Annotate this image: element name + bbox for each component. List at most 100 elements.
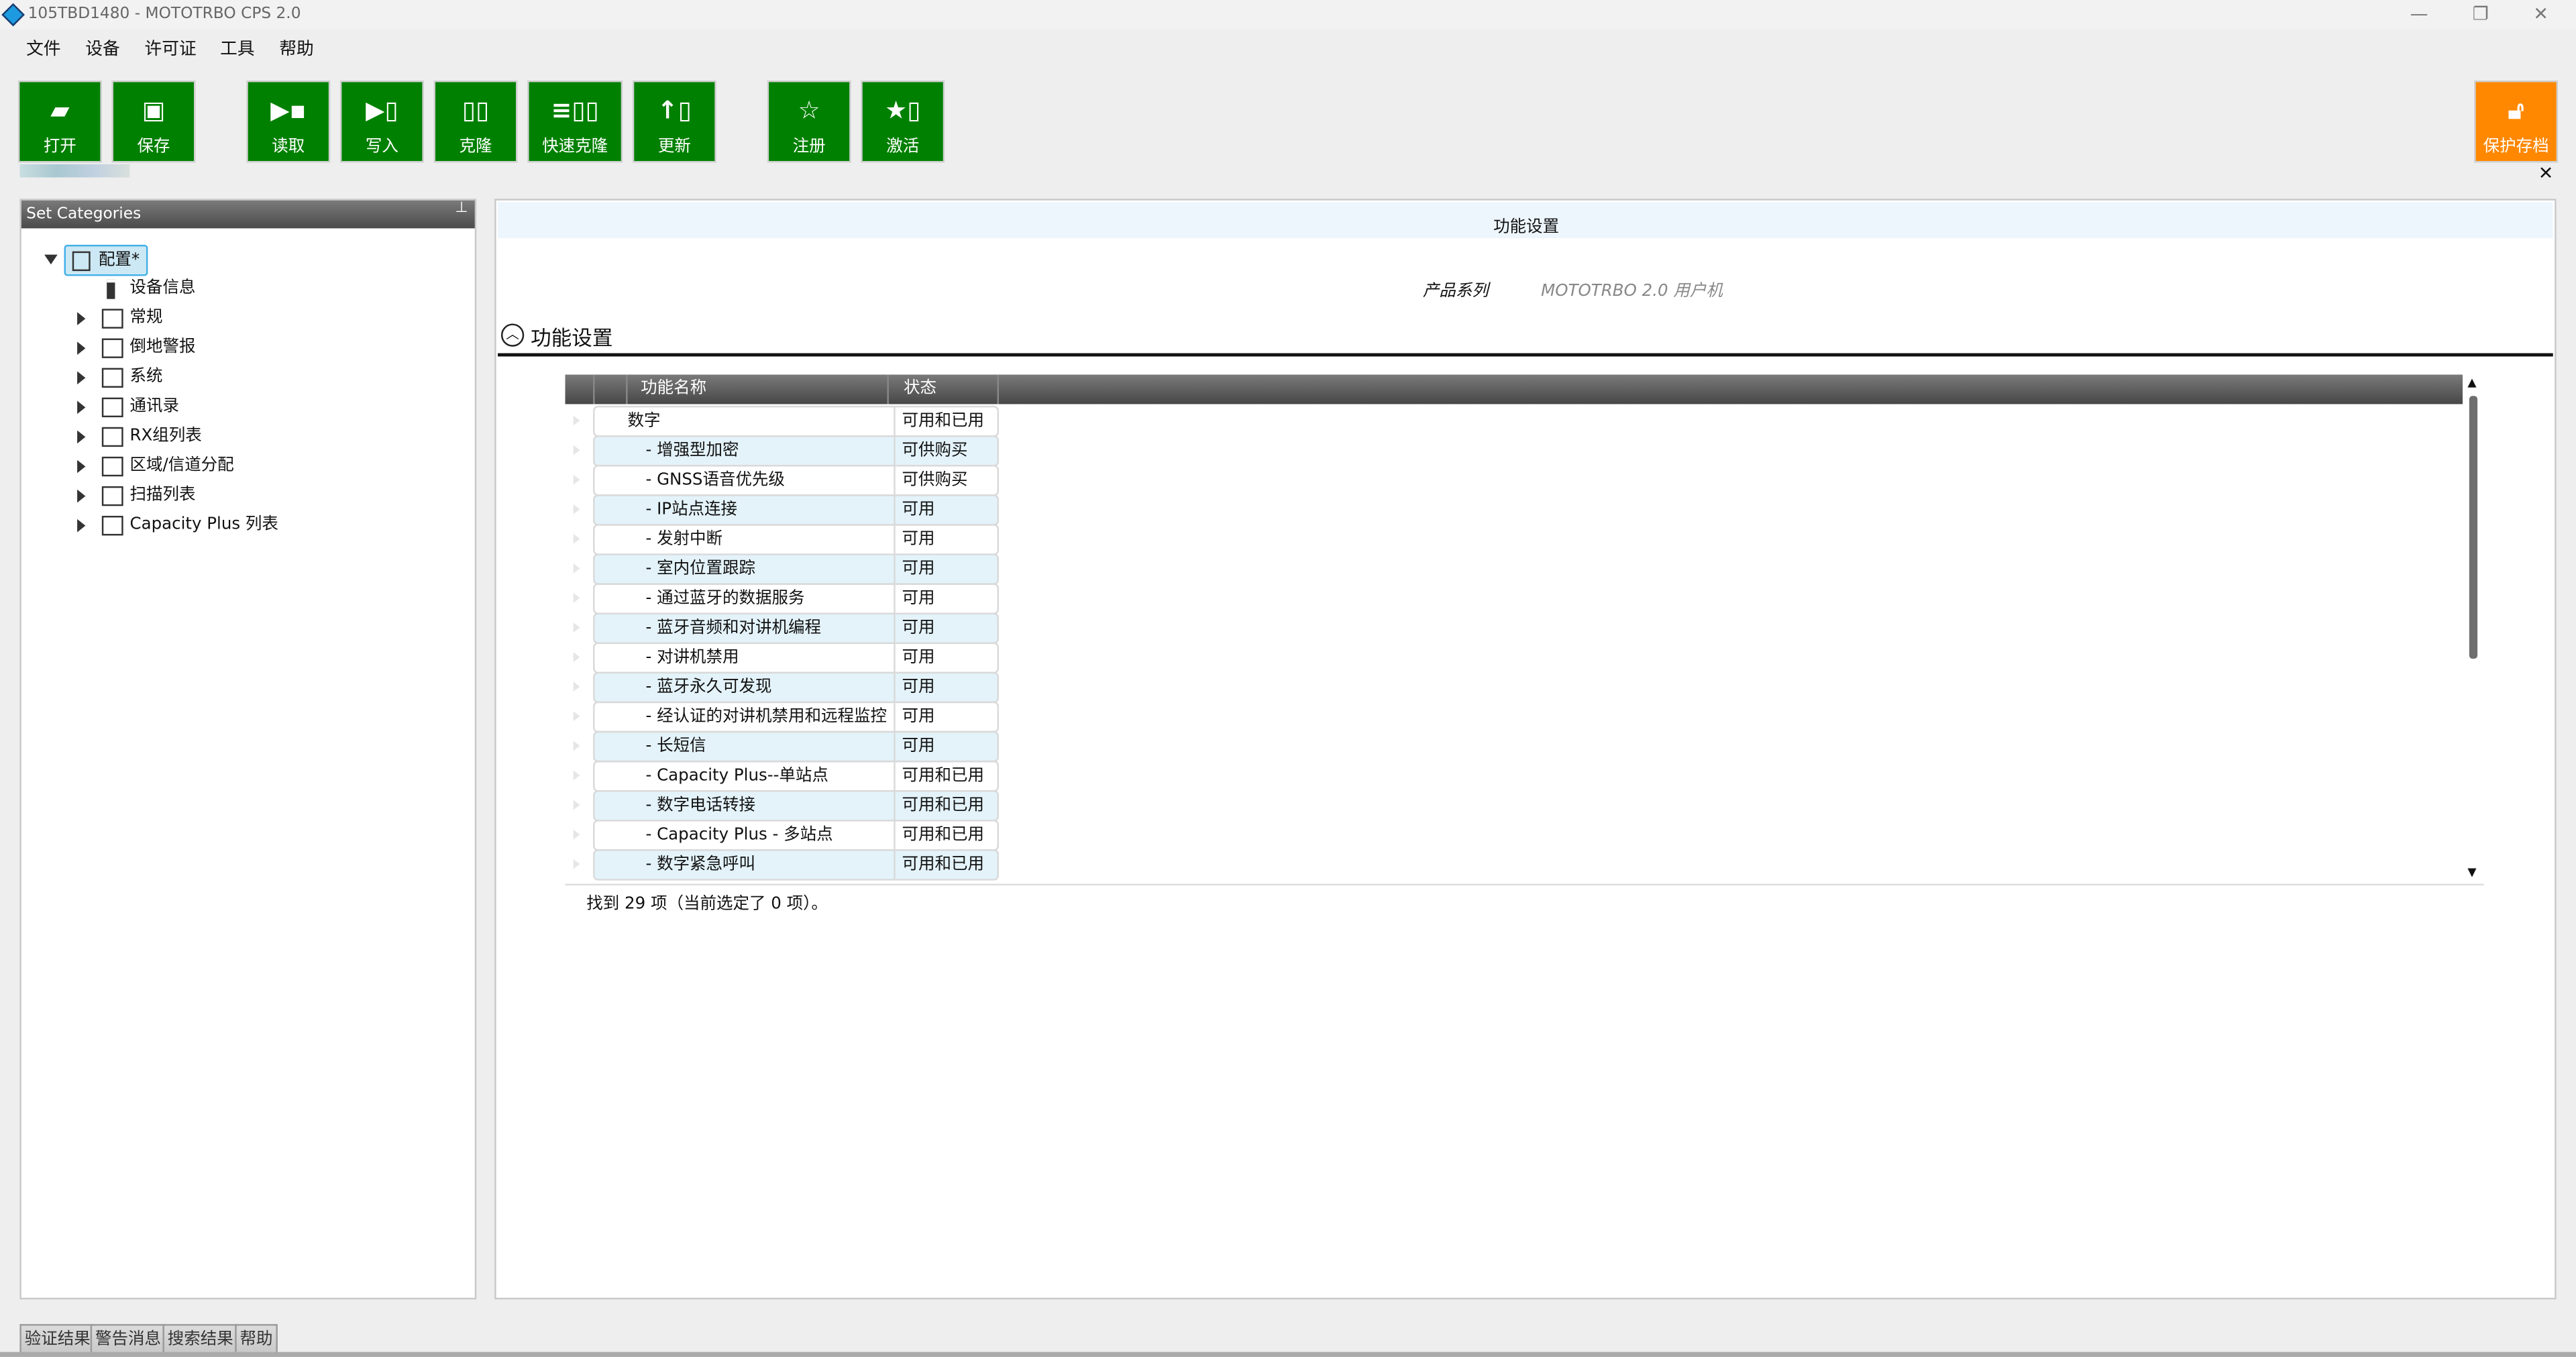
feature-status: 可用和已用 [894,762,984,790]
feature-name: - Capacity Plus--单站点 [645,767,828,785]
protect-archive-button[interactable]: 🔓︎ 保护存档 [2475,82,2557,162]
table-row[interactable]: - 发射中断 可用 [593,524,999,555]
tree-item[interactable]: 倒地警报 [70,333,465,363]
row-indicator-icon[interactable] [573,533,580,544]
table-row[interactable]: - IP站点连接 可用 [593,494,999,526]
row-indicator-icon[interactable] [573,504,580,514]
table-row[interactable]: - 室内位置跟踪 可用 [593,553,999,585]
menu-device[interactable]: 设备 [85,39,120,60]
table-row[interactable]: - 蓝牙音频和对讲机编程 可用 [593,612,999,645]
table-row[interactable]: - Capacity Plus--单站点 可用和已用 [593,760,999,792]
tree-item[interactable]: 系统 [70,363,465,392]
read-label: 读取 [272,138,305,156]
vertical-scrollbar[interactable]: ▲ ▼ [2463,374,2484,884]
expand-arrow-icon[interactable] [77,341,86,355]
register-button[interactable]: ☆ 注册 [769,82,850,162]
feature-grid: 功能名称 状态 数字 可用和已用 - 增强型加密 可供购买 - GNSS语音优先级 可供购… [565,374,2484,886]
table-row[interactable]: - 通过蓝牙的数据服务 可用 [593,583,999,614]
expand-arrow-down[interactable] [44,254,58,265]
open-button[interactable]: ▰ 打开 [19,82,101,162]
save-button[interactable]: ▣ 保存 [113,82,194,162]
update-label: 更新 [657,138,691,156]
quick-clone-icon: ≡▯▯ [551,95,599,125]
activate-icon: ★▯ [885,95,921,125]
tree-item[interactable]: 常规 [70,304,465,333]
row-indicator-icon[interactable] [573,593,580,603]
row-indicator-icon[interactable] [573,682,580,692]
table-row[interactable]: - 经认证的对讲机禁用和远程监控 可用 [593,701,999,733]
table-row[interactable]: - 数字紧急呼叫 可用和已用 [593,849,999,881]
tab-warnings[interactable]: 警告消息 [90,1323,166,1356]
read-button[interactable]: ▶▪ 读取 [248,82,329,162]
tab-help[interactable]: 帮助 [235,1323,278,1356]
expand-arrow-icon[interactable] [77,430,86,444]
window-title: 105TBD1480 - MOTOTRBO CPS 2.0 [28,5,301,23]
activate-label: 激活 [886,138,920,156]
column-header-name[interactable]: 功能名称 [641,379,707,398]
menu-tools[interactable]: 工具 [220,39,255,60]
row-indicator-icon[interactable] [573,622,580,633]
tree-root-config[interactable]: 配置* [64,244,148,276]
update-button[interactable]: ↑▯ 更新 [634,82,715,162]
tab-search-results[interactable]: 搜索结果 [162,1323,239,1356]
row-indicator-icon[interactable] [573,829,580,840]
tree-item[interactable]: 设备信息 [70,274,465,304]
folder-icon [101,397,123,418]
menu-help[interactable]: 帮助 [279,39,314,60]
row-indicator-icon[interactable] [573,800,580,810]
quick-clone-label: 快速克隆 [542,138,608,156]
table-row[interactable]: - 增强型加密 可供购买 [593,435,999,467]
scroll-up-icon[interactable]: ▲ [2467,376,2477,390]
tree-item[interactable]: 扫描列表 [70,482,465,511]
row-indicator-icon[interactable] [573,711,580,722]
expand-arrow-icon[interactable] [77,371,86,385]
section-divider [498,353,2553,356]
column-header-status[interactable]: 状态 [903,379,936,398]
row-indicator-icon[interactable] [573,445,580,455]
row-indicator-icon[interactable] [573,652,580,662]
row-indicator-icon[interactable] [573,474,580,485]
row-indicator-icon[interactable] [573,770,580,781]
tree-item[interactable]: 区域/信道分配 [70,451,465,481]
scroll-down-icon[interactable]: ▼ [2467,865,2477,879]
close-icon[interactable]: ✕ [2538,162,2554,184]
pin-icon[interactable]: ⊥ [455,200,468,217]
clone-button[interactable]: ▯▯ 克隆 [435,82,516,162]
menu-file[interactable]: 文件 [26,39,61,60]
minimize-button[interactable]: — [2410,3,2428,25]
expand-arrow-icon[interactable] [77,519,86,533]
table-row[interactable]: - 长短信 可用 [593,730,999,763]
table-row[interactable]: 数字 可用和已用 [593,405,999,437]
table-row[interactable]: - GNSS语音优先级 可供购买 [593,465,999,496]
table-row[interactable]: - 对讲机禁用 可用 [593,642,999,674]
close-window-button[interactable]: ✕ [2533,3,2548,25]
table-row[interactable]: - Capacity Plus - 多站点 可用和已用 [593,820,999,851]
row-indicator-icon[interactable] [573,563,580,574]
tree-item[interactable]: 通讯录 [70,392,465,422]
expand-arrow-icon[interactable] [77,312,86,325]
table-row[interactable]: - 蓝牙永久可发现 可用 [593,671,999,704]
table-row[interactable]: - 数字电话转接 可用和已用 [593,790,999,822]
feature-status: 可供购买 [894,437,967,466]
menu-license[interactable]: 许可证 [144,39,197,60]
write-button[interactable]: ▶▯ 写入 [341,82,423,162]
tree-item[interactable]: Capacity Plus 列表 [70,511,465,541]
tab-validation-results[interactable]: 验证结果 [19,1323,96,1356]
row-indicator-icon[interactable] [573,859,580,869]
expand-arrow-icon[interactable] [77,400,86,415]
expand-arrow-icon[interactable] [77,489,86,503]
tree-item-label: 倒地警报 [129,338,196,357]
row-indicator-icon[interactable] [573,741,580,751]
quick-clone-button[interactable]: ≡▯▯ 快速克隆 [529,82,621,162]
restore-button[interactable]: ❐ [2472,3,2489,25]
expand-arrow-icon[interactable] [77,459,86,474]
row-indicator-icon[interactable] [573,415,580,426]
feature-name: - 通过蓝牙的数据服务 [645,590,805,608]
activate-button[interactable]: ★▯ 激活 [862,82,943,162]
folder-open-icon: ▰ [50,95,70,125]
tree-item[interactable]: RX组列表 [70,422,465,451]
unlock-icon: 🔓︎ [2508,95,2524,125]
scroll-thumb[interactable] [2469,396,2478,659]
collapse-section-button[interactable]: ︿ [500,323,525,347]
radio-icon [107,279,115,299]
